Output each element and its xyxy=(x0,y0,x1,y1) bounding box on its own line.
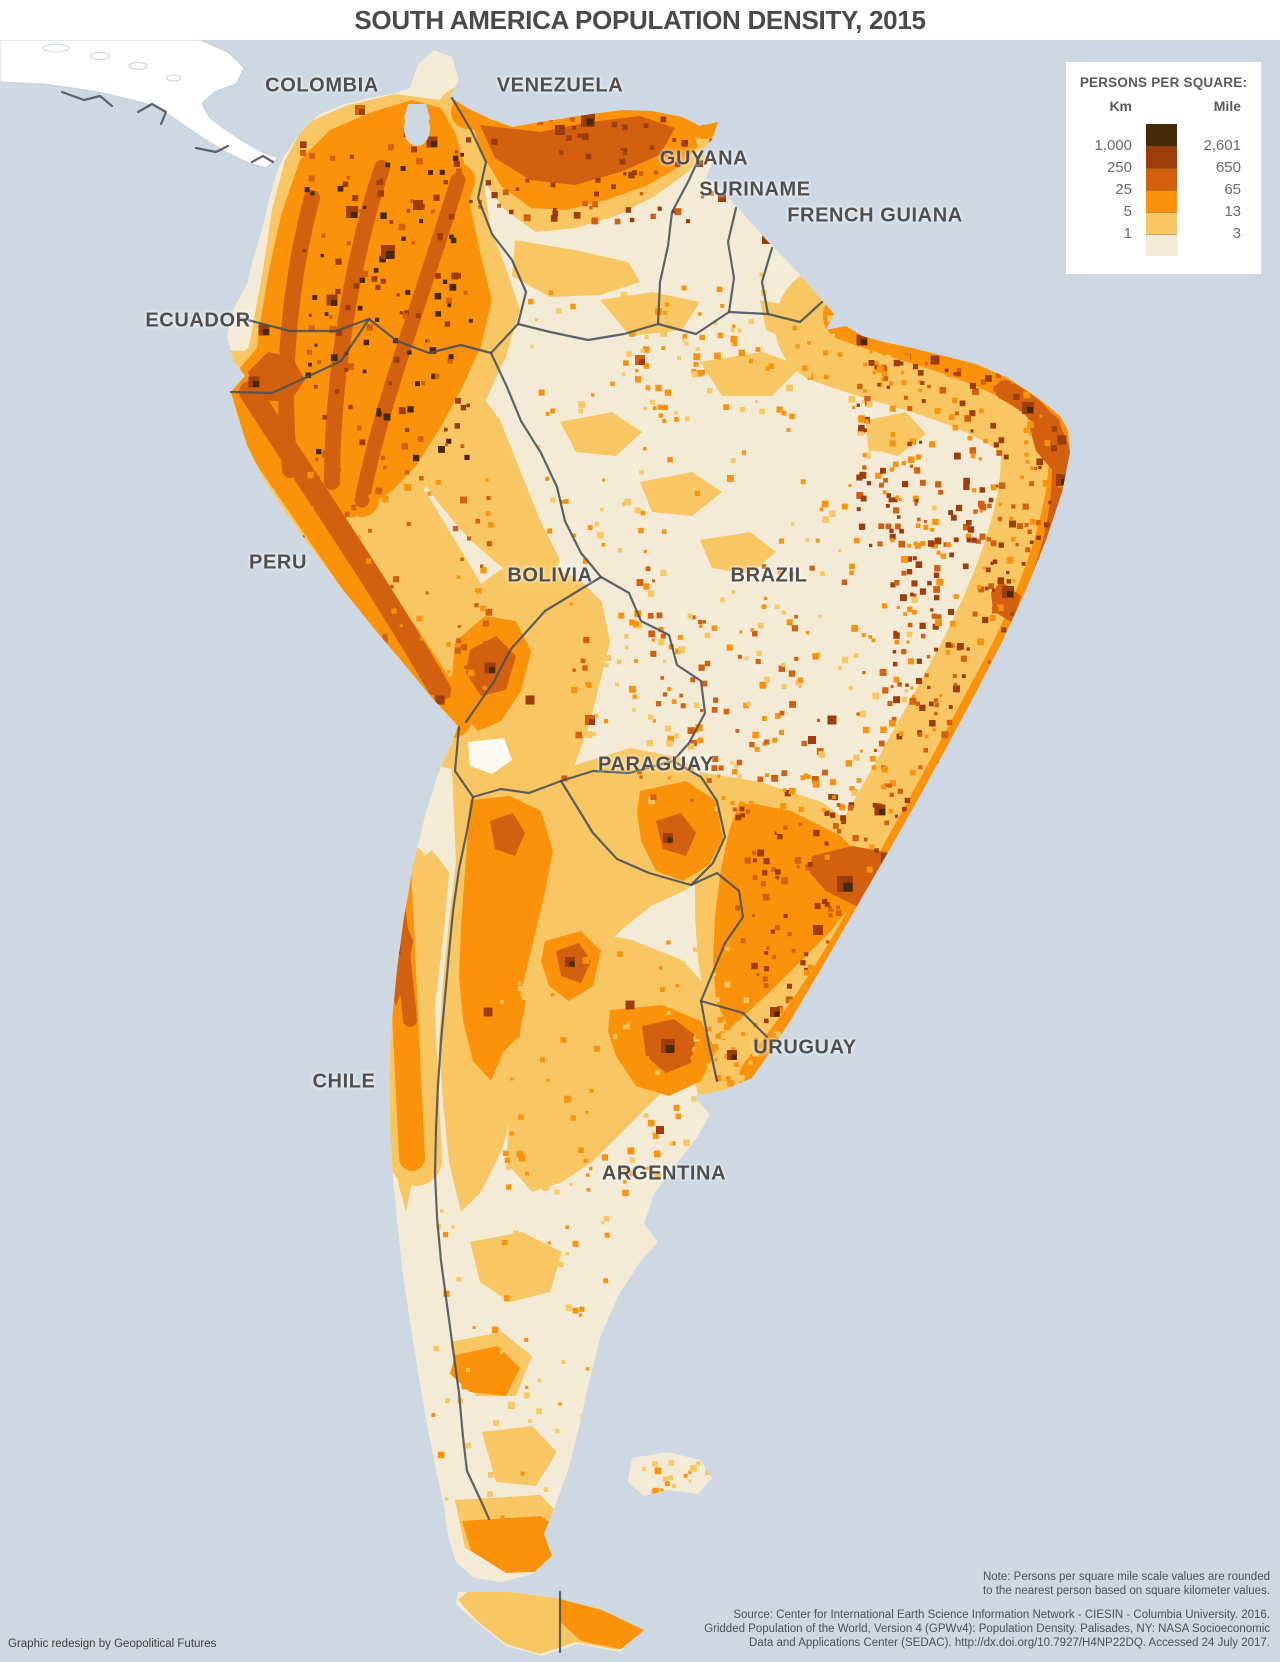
footer-credit: Graphic redesign by Geopolitical Futures xyxy=(8,1638,217,1650)
country-label-suriname: SURINAME xyxy=(699,178,811,201)
page-title: SOUTH AMERICA POPULATION DENSITY, 2015 xyxy=(354,5,926,35)
country-label-colombia: COLOMBIA xyxy=(265,74,379,97)
footer-source-line3: Data and Applications Center (SEDAC). ht… xyxy=(749,1637,1270,1650)
legend-color-swatch xyxy=(1146,212,1177,234)
density-dark xyxy=(239,116,1070,1073)
legend-title: PERSONS PER SQUARE: xyxy=(1079,75,1248,90)
legend-color-swatch xyxy=(1146,146,1177,168)
footer-note-line2: to the nearest person based on square ki… xyxy=(982,1585,1270,1598)
legend-mile-column: 2,601 650 65 13 3 xyxy=(1177,124,1241,256)
legend-km-value: 1,000 xyxy=(1094,137,1132,154)
legend-km-value: 25 xyxy=(1115,181,1132,198)
country-label-brazil: BRAZIL xyxy=(730,564,808,587)
legend-mile-value: 650 xyxy=(1215,159,1241,176)
legend-band-column xyxy=(1146,124,1177,256)
legend-km-value: 250 xyxy=(1106,159,1132,176)
legend-mile-value: 2,601 xyxy=(1203,137,1241,154)
lake-layer xyxy=(404,104,512,774)
legend-color-swatch xyxy=(1146,190,1177,212)
country-label-paraguay: PARAGUAY xyxy=(598,753,714,776)
legend-km-header: Km xyxy=(1109,98,1132,114)
footer-source: Source: Center for International Earth S… xyxy=(704,1608,1270,1650)
country-label-guyana: GUYANA xyxy=(659,147,749,170)
legend-mile-header: Mile xyxy=(1213,98,1241,114)
legend-color-swatch xyxy=(1146,124,1177,146)
country-label-ecuador: ECUADOR xyxy=(145,309,251,332)
border-layer xyxy=(60,90,824,1654)
footer-note-line1: Note: Persons per square mile scale valu… xyxy=(982,1571,1270,1583)
country-label-argentina: ARGENTINA xyxy=(601,1162,727,1185)
footer-source-line1: Source: Center for International Earth S… xyxy=(733,1609,1270,1621)
legend-color-swatch xyxy=(1146,234,1177,256)
country-label-uruguay: URUGUAY xyxy=(753,1036,857,1059)
legend-band-gap xyxy=(1146,98,1177,114)
legend-km-value: 1 xyxy=(1123,225,1132,242)
legend-km-column: 1,000 250 25 5 1 xyxy=(1066,124,1132,256)
country-label-peru: PERU xyxy=(249,551,307,574)
density-speckles xyxy=(300,115,1070,1532)
no-data-land-layer xyxy=(0,39,279,169)
title-band xyxy=(0,0,1280,40)
legend-mile-value: 65 xyxy=(1224,181,1241,198)
legend-color-swatch xyxy=(1146,168,1177,190)
country-label-french-guiana: FRENCH GUIANA xyxy=(787,204,963,227)
legend-column-headers: Km Mile xyxy=(1066,98,1261,114)
country-label-chile: CHILE xyxy=(312,1070,376,1093)
legend-mile-value: 13 xyxy=(1224,203,1241,220)
legend-box: PERSONS PER SQUARE: Km Mile 1,000 250 25 5 1… xyxy=(1066,62,1261,274)
legend-body: 1,000 250 25 5 1 2,601 650 65 13 3 xyxy=(1066,124,1261,256)
country-label-bolivia: BOLIVIA xyxy=(507,564,593,587)
legend-km-value: 5 xyxy=(1123,203,1132,220)
footer-source-line2: Gridded Population of the World, Version… xyxy=(704,1623,1270,1636)
legend-mile-value: 3 xyxy=(1232,225,1241,242)
footer-note: Note: Persons per square mile scale valu… xyxy=(983,1570,1270,1598)
country-label-venezuela: VENEZUELA xyxy=(496,74,624,97)
